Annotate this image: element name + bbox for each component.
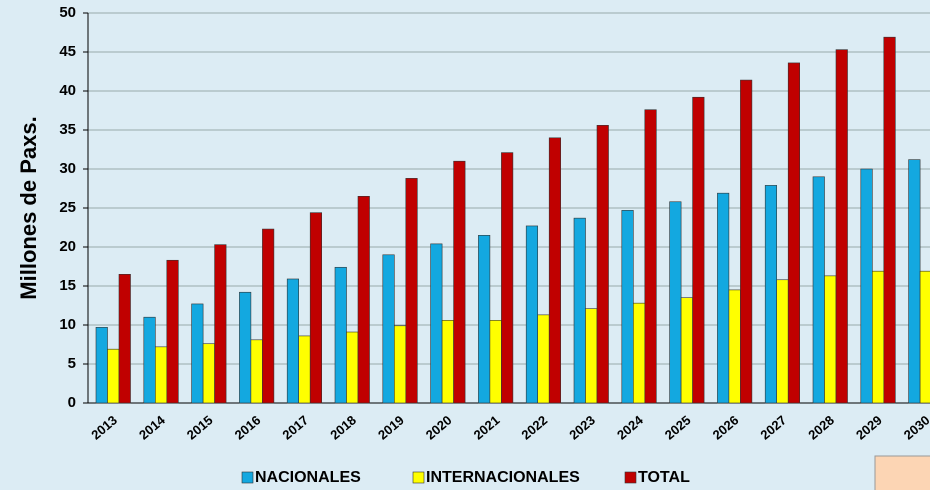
legend-label: TOTAL bbox=[638, 469, 690, 486]
bar bbox=[441, 320, 454, 404]
bar bbox=[596, 125, 609, 404]
x-tick-label: 2019 bbox=[375, 412, 407, 442]
y-tick-label: 15 bbox=[59, 277, 76, 294]
x-tick-label: 2025 bbox=[662, 412, 694, 442]
y-tick-label: 5 bbox=[68, 355, 76, 372]
bar bbox=[548, 137, 562, 404]
x-tick-label: 2018 bbox=[327, 412, 359, 442]
legend-label: NACIONALES bbox=[255, 469, 361, 486]
bar bbox=[357, 196, 370, 404]
x-tick-label: 2015 bbox=[184, 412, 216, 442]
bar bbox=[166, 259, 179, 404]
x-tick-label: 2021 bbox=[471, 412, 503, 442]
y-tick-label: 35 bbox=[59, 121, 76, 138]
x-tick-label: 2023 bbox=[566, 412, 598, 442]
bar bbox=[334, 266, 347, 404]
x-tick-label: 2016 bbox=[232, 412, 264, 442]
bar bbox=[787, 62, 801, 404]
bar bbox=[286, 278, 300, 404]
bar bbox=[202, 343, 215, 404]
y-tick-label: 20 bbox=[59, 238, 76, 255]
decoration bbox=[874, 455, 930, 490]
bar bbox=[430, 243, 443, 404]
bar bbox=[728, 289, 741, 404]
bar bbox=[298, 335, 311, 404]
x-tick-label: 2026 bbox=[710, 412, 742, 442]
legend-swatch bbox=[412, 471, 425, 484]
bar bbox=[692, 96, 705, 404]
bar bbox=[107, 348, 120, 404]
bar bbox=[143, 316, 156, 404]
bar bbox=[118, 273, 131, 404]
bar bbox=[262, 228, 275, 404]
bar bbox=[717, 192, 730, 404]
bar bbox=[346, 331, 359, 404]
y-tick-label: 30 bbox=[59, 160, 76, 177]
bar bbox=[239, 291, 252, 404]
bar bbox=[776, 279, 789, 404]
x-tick-label: 2029 bbox=[853, 412, 885, 442]
bar bbox=[382, 254, 395, 404]
y-axis-label: Millones de Paxs. bbox=[16, 116, 41, 299]
y-tick-label: 50 bbox=[59, 4, 76, 21]
bar bbox=[812, 176, 825, 404]
legend-swatch bbox=[624, 471, 637, 484]
bar bbox=[393, 325, 407, 404]
x-tick-label: 2022 bbox=[518, 412, 550, 442]
bar bbox=[501, 152, 514, 404]
bar bbox=[478, 235, 491, 404]
x-tick-label: 2028 bbox=[805, 412, 837, 442]
bar bbox=[908, 159, 921, 404]
bar bbox=[405, 178, 418, 404]
bar bbox=[537, 314, 550, 404]
x-tick-label: 2017 bbox=[279, 412, 311, 442]
bar bbox=[489, 320, 502, 404]
y-tick-label: 45 bbox=[59, 43, 76, 60]
bar bbox=[680, 297, 693, 404]
bar bbox=[621, 210, 634, 404]
x-tick-label: 2030 bbox=[901, 412, 930, 442]
bar bbox=[740, 79, 753, 404]
legend-swatch bbox=[241, 471, 254, 484]
bar bbox=[919, 270, 930, 404]
bar bbox=[764, 185, 778, 404]
x-tick-label: 2024 bbox=[614, 412, 646, 443]
y-tick-label: 0 bbox=[68, 394, 76, 411]
bar bbox=[824, 275, 837, 404]
bar bbox=[250, 339, 263, 404]
x-tick-label: 2020 bbox=[423, 412, 455, 442]
bar bbox=[155, 346, 168, 404]
bar bbox=[835, 49, 848, 404]
bar bbox=[669, 201, 682, 404]
bar bbox=[883, 36, 896, 404]
bar bbox=[525, 225, 539, 404]
bar bbox=[453, 160, 466, 404]
bar bbox=[585, 308, 598, 404]
y-tick-label: 10 bbox=[59, 316, 76, 333]
y-tick-label: 40 bbox=[59, 82, 76, 99]
x-tick-label: 2014 bbox=[136, 412, 168, 443]
bar bbox=[573, 217, 586, 404]
bar bbox=[309, 212, 323, 404]
bar bbox=[860, 168, 873, 404]
x-tick-label: 2027 bbox=[757, 412, 789, 442]
y-tick-label: 25 bbox=[59, 199, 76, 216]
bar bbox=[191, 303, 204, 404]
bar bbox=[95, 327, 108, 404]
bar bbox=[644, 109, 657, 404]
bar bbox=[632, 302, 646, 404]
legend-label: INTERNACIONALES bbox=[426, 469, 580, 486]
x-tick-label: 2013 bbox=[88, 412, 120, 442]
bar bbox=[214, 244, 227, 404]
bar bbox=[871, 270, 885, 404]
